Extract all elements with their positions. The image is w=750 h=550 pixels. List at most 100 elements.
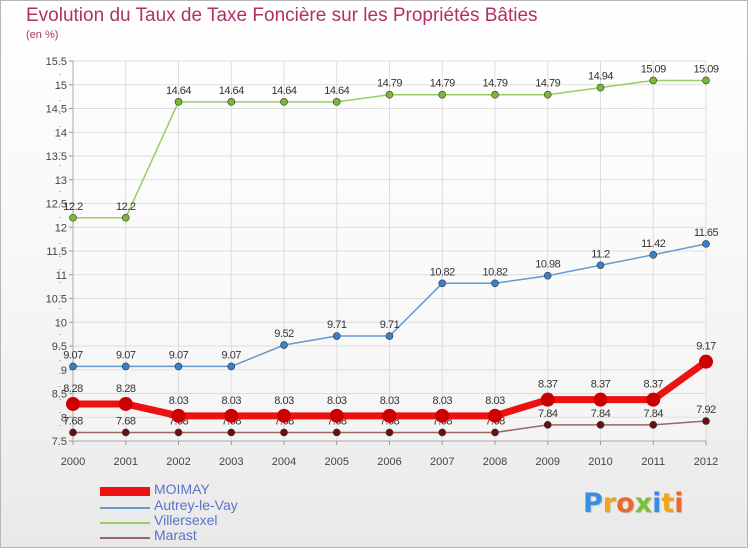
data-label: 14.79: [430, 78, 455, 90]
data-point: [596, 261, 605, 270]
unit-label: (en %): [26, 29, 59, 41]
y-tick-label: 9: [61, 365, 67, 377]
x-tick-label: 2006: [377, 456, 401, 468]
x-tick-label: 2009: [536, 456, 560, 468]
data-point: [543, 421, 552, 429]
data-point: [593, 392, 608, 407]
y-tick-label: 12.5: [46, 199, 67, 211]
data-point: [227, 428, 236, 437]
data-point: [332, 428, 341, 437]
data-label: 9.17: [696, 341, 716, 353]
y-tick-label: 8: [61, 412, 67, 424]
data-label: 11.2: [591, 248, 610, 260]
data-point: [491, 90, 499, 99]
data-label: 8.37: [538, 379, 558, 391]
data-label: 8.37: [591, 379, 611, 391]
data-point: [121, 428, 130, 437]
y-tick-label: 13.5: [46, 151, 67, 163]
legend-label: Villersexel: [154, 512, 218, 528]
legend-swatch: [100, 537, 150, 539]
y-tick-label: 14.5: [46, 104, 67, 116]
data-point: [174, 98, 183, 106]
legend-item-villersexel[interactable]: Villersexel: [100, 512, 360, 531]
data-point: [69, 428, 77, 437]
data-point: [227, 362, 236, 371]
data-label: 11.42: [641, 238, 666, 250]
data-point: [174, 362, 183, 371]
logo-letter: r: [602, 488, 617, 519]
data-label: 8.28: [63, 383, 83, 395]
x-tick-label: 2010: [588, 456, 612, 468]
y-tick-label: 14: [55, 127, 67, 139]
data-label: 8.03: [485, 395, 505, 407]
data-point: [66, 396, 80, 411]
data-label: 9.07: [116, 349, 136, 361]
logo-letter: o: [616, 488, 635, 519]
legend-swatch: [100, 522, 150, 524]
x-tick-label: 2004: [272, 456, 296, 468]
data-label: 14.64: [324, 85, 349, 97]
brand-logo: Proxiti: [583, 488, 684, 519]
data-label: 9.71: [380, 319, 400, 331]
x-tick-label: 2002: [166, 456, 190, 468]
y-tick-label: 9.5: [52, 341, 67, 353]
data-point: [596, 421, 605, 429]
data-point: [224, 408, 239, 423]
data-label: 8.28: [116, 383, 136, 395]
data-point: [491, 428, 499, 437]
x-tick-label: 2007: [430, 456, 454, 468]
data-point: [702, 417, 710, 425]
data-point: [438, 428, 447, 437]
data-point: [385, 90, 394, 99]
logo-letter: t: [661, 488, 675, 519]
data-point: [382, 408, 397, 423]
legend-item-moimay[interactable]: MOIMAY: [100, 481, 360, 500]
data-label: 12.2: [116, 201, 136, 213]
logo-letter: i: [652, 488, 662, 519]
data-point: [69, 213, 77, 222]
data-label: 7.92: [696, 404, 716, 416]
x-tick-label: 2005: [325, 456, 349, 468]
legend-item-marast[interactable]: Marast: [100, 527, 360, 546]
y-tick-label: 15: [55, 80, 67, 92]
y-tick-label: 15.5: [46, 56, 67, 68]
data-point: [332, 332, 341, 340]
x-tick-label: 2008: [483, 456, 507, 468]
data-label: 9.07: [222, 349, 242, 361]
x-tick-label: 2012: [694, 456, 718, 468]
data-label: 8.03: [380, 395, 400, 407]
chart-title: Evolution du Taux de Taxe Foncière sur l…: [26, 5, 538, 26]
data-label: 8.03: [433, 395, 453, 407]
data-point: [491, 279, 499, 288]
data-label: 7.84: [538, 408, 558, 420]
data-label: 14.94: [588, 71, 613, 83]
data-point: [543, 271, 552, 280]
x-tick-label: 2011: [641, 456, 665, 468]
data-point: [69, 362, 77, 371]
logo-letter: i: [674, 488, 684, 519]
data-label: 14.64: [219, 85, 244, 97]
y-tick-label: 12: [55, 222, 67, 234]
data-label: 8.37: [644, 379, 664, 391]
data-label: 9.07: [63, 349, 83, 361]
y-tick-label: 10.5: [46, 294, 67, 306]
data-label: 12.2: [63, 201, 83, 213]
data-point: [121, 213, 130, 222]
x-tick-label: 2003: [219, 456, 243, 468]
data-point: [649, 421, 658, 429]
data-label: 10.82: [430, 266, 455, 278]
data-point: [118, 396, 133, 411]
x-tick-label: 2001: [114, 456, 138, 468]
data-point: [488, 408, 502, 423]
y-tick-label: 10: [55, 317, 67, 329]
data-point: [702, 240, 710, 248]
data-point: [596, 83, 605, 92]
data-point: [438, 279, 447, 288]
data-label: 9.52: [274, 328, 294, 340]
data-label: 10.98: [535, 259, 560, 271]
legend-item-autrey-le-vay[interactable]: Autrey-le-Vay: [100, 497, 360, 516]
data-label: 14.64: [271, 85, 296, 97]
data-label: 8.03: [274, 395, 294, 407]
